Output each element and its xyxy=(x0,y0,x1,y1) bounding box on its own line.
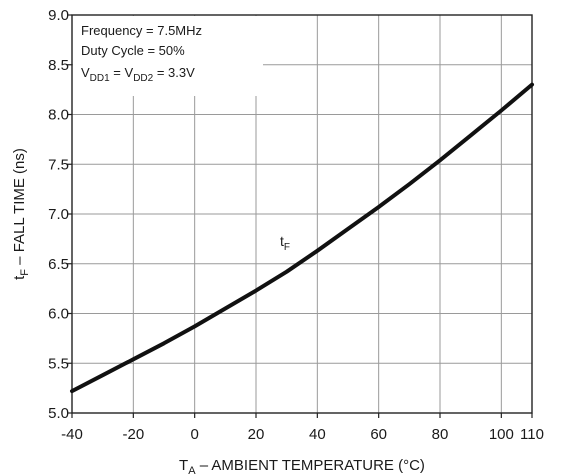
y-tick-label: 6.0 xyxy=(48,306,69,323)
x-tick-label: -40 xyxy=(61,426,83,443)
x-tick-label: 60 xyxy=(370,426,387,443)
axis-ticks xyxy=(67,14,533,418)
series-label-tf: tF xyxy=(280,233,290,253)
annotation-vdd: VDD1 = VDD2 = 3.3V xyxy=(81,65,195,84)
y-tick-labels: 5.0 5.5 6.0 6.5 7.0 7.5 8.0 8.5 9.0 xyxy=(48,7,69,422)
y-tick-label: 7.5 xyxy=(48,156,69,173)
x-tick-label: 40 xyxy=(309,426,326,443)
y-tick-label: 9.0 xyxy=(48,7,69,24)
x-tick-label: 80 xyxy=(432,426,449,443)
x-axis-title: TA – AMBIENT TEMPERATURE (°C) xyxy=(179,457,425,476)
y-axis-title: tF – FALL TIME (ns) xyxy=(11,148,31,280)
annotation-box xyxy=(73,16,263,96)
y-tick-label: 5.5 xyxy=(48,355,69,372)
x-tick-labels: -40 -20 0 20 40 60 80 100 110 xyxy=(61,426,544,443)
x-tick-label: 100 xyxy=(489,426,514,443)
y-tick-label: 8.0 xyxy=(48,107,69,124)
x-tick-label: 20 xyxy=(248,426,265,443)
annotation-frequency: Frequency = 7.5MHz xyxy=(81,23,202,38)
annotation-duty-cycle: Duty Cycle = 50% xyxy=(81,43,185,58)
x-tick-label: -20 xyxy=(122,426,144,443)
x-tick-label: 0 xyxy=(190,426,198,443)
y-tick-label: 6.5 xyxy=(48,256,69,273)
grid xyxy=(72,15,532,413)
x-tick-label: 110 xyxy=(520,426,544,443)
y-tick-label: 5.0 xyxy=(48,405,69,422)
y-tick-label: 7.0 xyxy=(48,206,69,223)
series-line-tf xyxy=(70,82,534,394)
y-tick-label: 8.5 xyxy=(48,57,69,74)
